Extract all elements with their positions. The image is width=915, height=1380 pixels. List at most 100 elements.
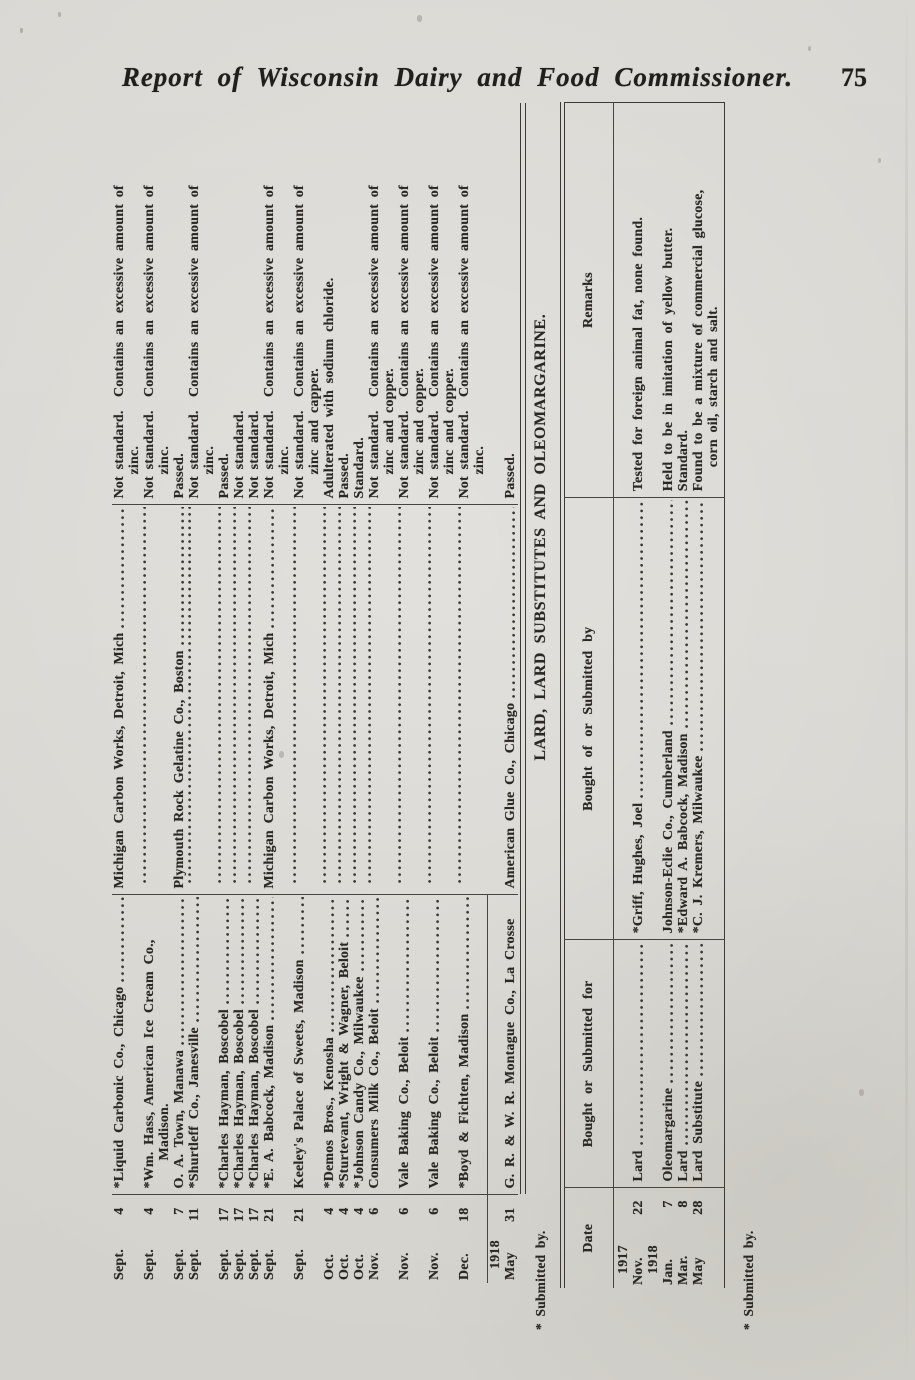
remark-line2: zinc. [202, 445, 217, 475]
date-month: Sept. [262, 1249, 277, 1280]
date-day: 21 [262, 1207, 277, 1222]
dotted-leader [510, 507, 516, 698]
company-name: *Demos Bros., Kenosha [322, 1036, 337, 1189]
dotted-leader [457, 507, 462, 884]
dotted-leader [360, 897, 365, 972]
remark-line1: Passed. [337, 453, 352, 499]
cell-company: *Charles Hayman, Boscobel [232, 895, 247, 1195]
bought-of: Michigan Carbon Works, Detroit, Mich [112, 632, 127, 889]
cell-date: 1918 May 31 [487, 1195, 518, 1283]
company-name: *Sturtevant, Wright & Wagner, Beloit [337, 941, 352, 1189]
dotted-leader [337, 507, 342, 884]
cell-remarks: Standard. [676, 103, 691, 498]
date-day: 28 [690, 1200, 706, 1215]
dotted-leader [367, 507, 372, 884]
bought-for: Lard [630, 1150, 646, 1182]
cell-bought-by: *Edward A. Babcock, Madison [675, 497, 691, 940]
dotted-leader [240, 897, 245, 1005]
dotted-leader [225, 897, 230, 1005]
dotted-leader [120, 897, 125, 982]
dotted-leader [322, 507, 327, 884]
col-header-remarks: Remarks [564, 102, 613, 498]
remark-line1: Passed. [217, 453, 232, 499]
date-month: Sept. [142, 1249, 157, 1280]
cell-bought-of [187, 505, 217, 895]
date-day: 7 [660, 1200, 676, 1208]
company-name: Vale Baking Co., Beloit [397, 1036, 412, 1189]
cell-company: *Shurtleff Co., Janesville [187, 895, 217, 1195]
cell-bought-of [292, 505, 322, 895]
cell-date: Sept. 17 [247, 1195, 262, 1283]
company-name: O. A. Town, Manawa [172, 1049, 187, 1189]
page-crease [905, 0, 908, 1380]
remark-line2: zinc. [127, 445, 142, 475]
dotted-leader [345, 897, 350, 937]
table-row: Dec. 18 *Boyd & Fichten, Madison Not stan… [457, 103, 487, 1283]
date-month: Sept. [217, 1249, 232, 1280]
cell-remarks: Adulterated with sodium chloride. [322, 103, 337, 505]
cell-bought-for: Oleomargarine [645, 939, 676, 1188]
remark-line1: Passed. [502, 453, 518, 499]
cell-remarks: Not standard. Contains an excessive amou… [142, 103, 172, 505]
header-row: Date Bought or Submitted for Bought of o… [564, 102, 613, 1288]
table-row: Oct. 4 *Demos Bros., Kenosha Adulterated … [322, 103, 337, 1283]
date-year: 1917 [615, 1245, 631, 1274]
remark-line1: Not standard. Contains an excessive amou… [187, 185, 202, 499]
page-number: 75 [841, 63, 867, 92]
cell-bought-of [367, 505, 397, 895]
remark-line2: zinc and copper. [382, 368, 397, 475]
remark-line1: Not standard. Contains an excessive amou… [142, 185, 157, 499]
table-row: Sept. 21 Keeley's Palace of Sweets, Madis… [292, 103, 322, 1283]
date-month: Jan. [660, 1258, 676, 1285]
cell-bought-by: *Griff, Hughes, Joel [613, 497, 646, 940]
bought-by: *C. J. Kremers, Milwaukee [690, 755, 706, 934]
remark-line2: zinc. [472, 445, 487, 475]
cell-remarks: Not standard. [247, 103, 262, 505]
cell-company: *Johnson Candy Co., Milwaukee [352, 895, 367, 1195]
page-header: Report of Wisconsin Dairy and Food Commi… [0, 62, 915, 93]
table-row: Sept. 17 *Charles Hayman, Boscobel Not st… [232, 103, 247, 1283]
date-day: 18 [457, 1207, 472, 1222]
cell-company: *Sturtevant, Wright & Wagner, Beloit [337, 895, 352, 1195]
remark-line1: Not standard. Contains an excessive amou… [397, 185, 412, 499]
company-name: *Boyd & Fichten, Madison [457, 1013, 472, 1189]
cell-date: May 28 [690, 1187, 724, 1288]
date-day: 22 [630, 1200, 646, 1215]
dotted-leader [187, 507, 192, 884]
table-row: Sept. 4 *Liquid Carbonic Co., Chicago Mic… [112, 103, 142, 1283]
cell-date: Oct. 4 [352, 1195, 367, 1283]
date-month: Oct. [322, 1253, 337, 1280]
bought-of: Plymouth Rock Gelatine Co., Boston [172, 650, 187, 889]
bought-of: American Glue Co., Chicago [502, 702, 518, 889]
dotted-leader [180, 897, 185, 1045]
dotted-leader [300, 897, 305, 955]
bought-by: *Griff, Hughes, Joel [630, 802, 646, 934]
dotted-leader [427, 507, 432, 884]
date-day: 6 [427, 1207, 442, 1215]
company-name: *Charles Hayman, Boscobel [247, 1009, 262, 1189]
remark-line1: Standard. [352, 437, 367, 499]
cell-remarks: Not standard. Contains an excessive amou… [457, 103, 487, 505]
company-name: *E. A. Babcock, Madison [262, 1024, 277, 1189]
cell-company: *E. A. Babcock, Madison [262, 895, 292, 1195]
cell-company: Vale Baking Co., Beloit [427, 895, 457, 1195]
cell-bought-of [337, 505, 352, 895]
date-month: Oct. [337, 1253, 352, 1280]
date-day: 6 [367, 1207, 382, 1215]
cell-bought-of [142, 505, 172, 895]
dotted-leader [698, 500, 704, 751]
date-day: 4 [352, 1207, 367, 1215]
cell-company: Consumers Milk Co., Beloit [367, 895, 397, 1195]
remark-line1: Not standard. Contains an excessive amou… [367, 185, 382, 499]
cell-remarks: Standard. [352, 103, 367, 505]
cell-bought-of [427, 505, 457, 895]
dotted-leader [330, 897, 335, 1032]
cell-bought-for: Lard Substitute [690, 939, 724, 1188]
cell-bought-of [322, 505, 337, 895]
dotted-leader [232, 507, 237, 884]
cell-remarks: Not standard. Contains an excessive amou… [427, 103, 457, 505]
cell-bought-of: Michigan Carbon Works, Detroit, Mich [112, 505, 142, 895]
date-month: May [690, 1257, 706, 1285]
date-month: Sept. [292, 1249, 307, 1280]
dotted-leader [180, 507, 185, 646]
